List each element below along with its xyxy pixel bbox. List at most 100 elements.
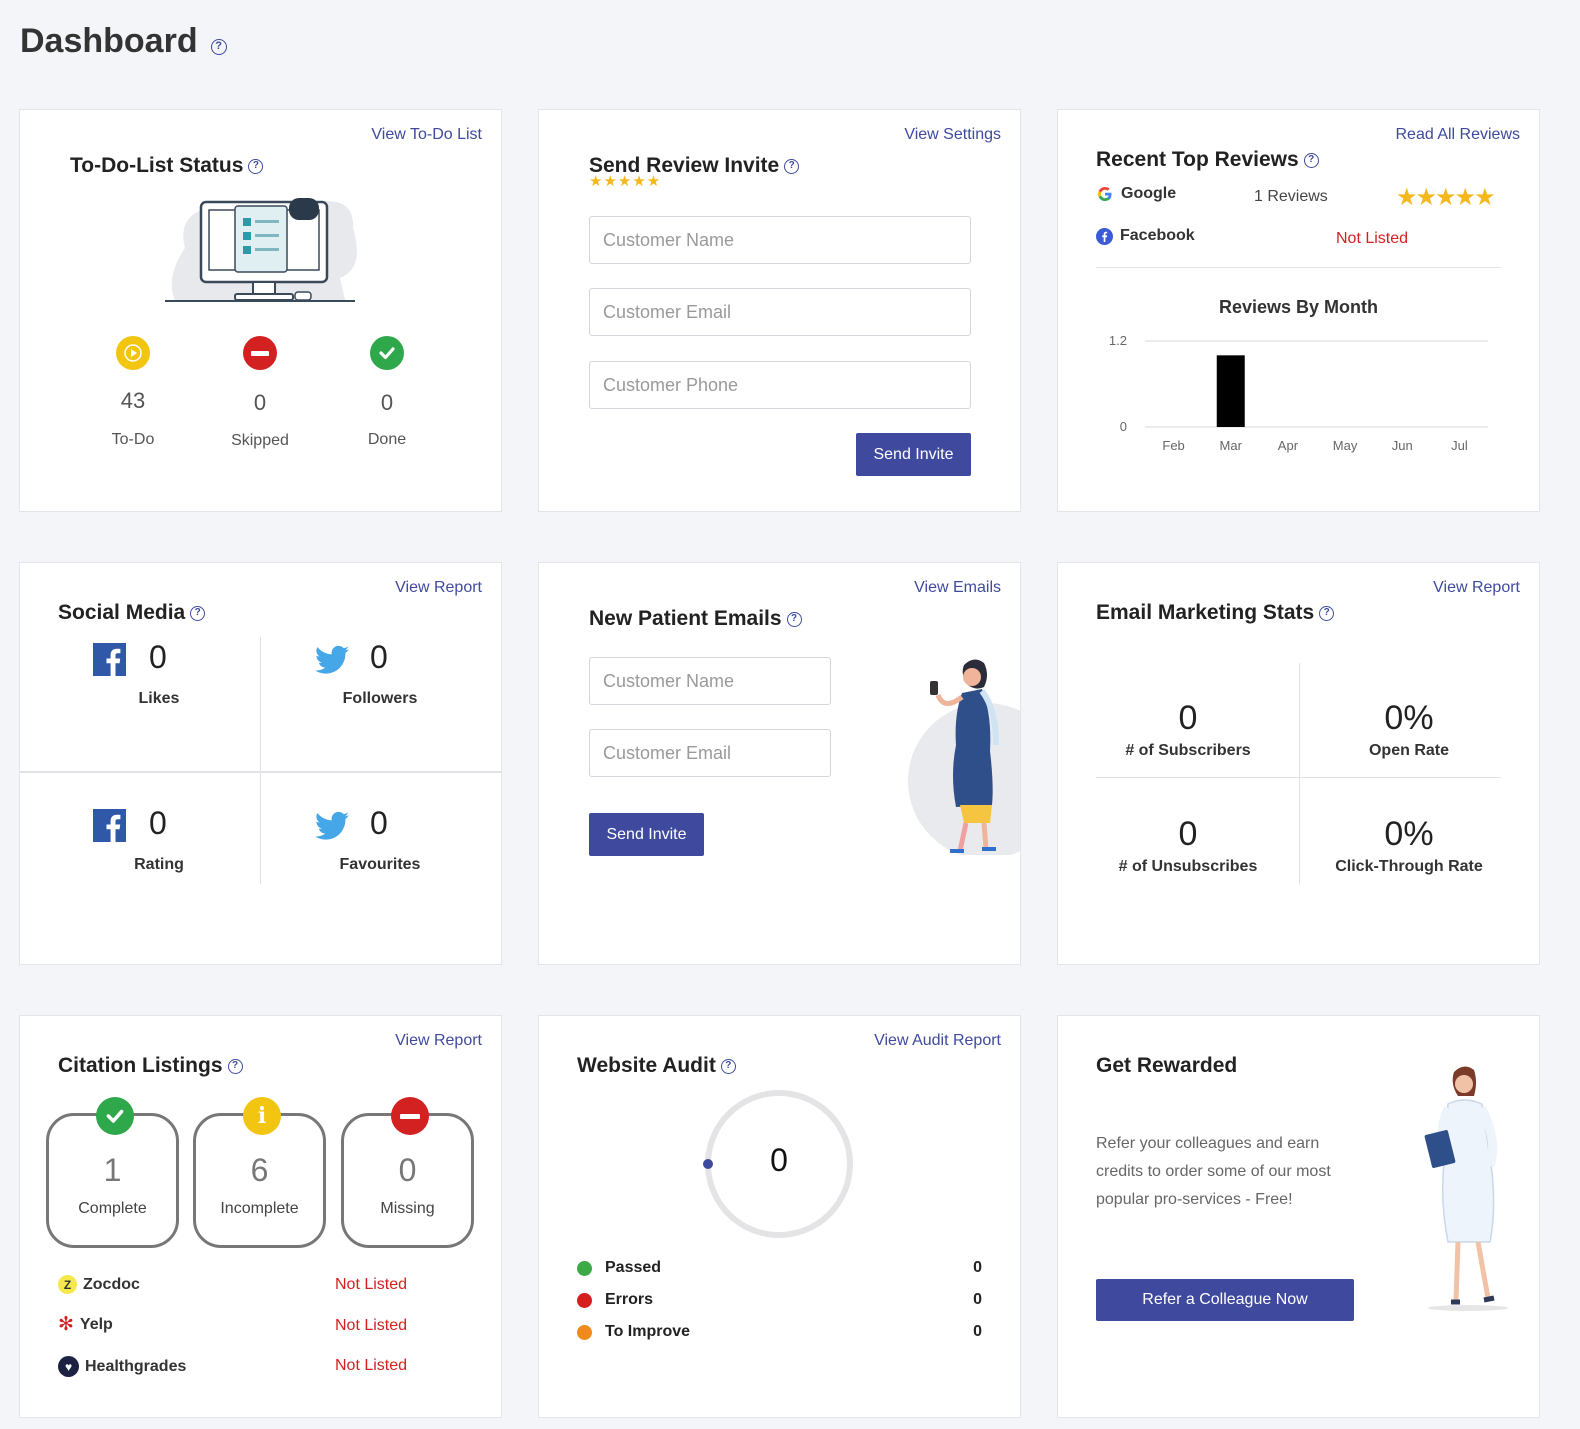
read-all-reviews-link[interactable]: Read All Reviews <box>1395 126 1521 143</box>
top-reviews-card: Read All Reviews Recent Top Reviews ? Go… <box>1057 109 1540 512</box>
citation-listings-card: View Report Citation Listings ? 1 Comple… <box>19 1015 502 1418</box>
chart-y-tick-label: 1.2 <box>1109 333 1127 348</box>
chart-y-tick-label: 0 <box>1120 419 1127 434</box>
customer-name-input[interactable] <box>589 216 971 264</box>
skipped-label: Skipped <box>231 432 289 449</box>
todo-card: View To-Do List To-Do-List Status ? 43 0… <box>19 109 502 512</box>
chart-bar <box>1216 355 1245 427</box>
customer-email-input[interactable] <box>589 288 971 336</box>
chart-x-tick-label: May <box>1333 438 1358 453</box>
complete-box[interactable]: 1 Complete <box>46 1097 179 1248</box>
help-icon[interactable]: ? <box>227 1058 243 1074</box>
view-report-link[interactable]: View Report <box>1433 579 1520 596</box>
listing-healthgrades: ♥ Healthgrades <box>58 1356 186 1377</box>
twitter-icon <box>315 811 349 840</box>
audit-row-errors: Errors 0 <box>577 1291 982 1309</box>
citations-title: Citation Listings ? <box>58 1054 243 1078</box>
audit-row-value: 0 <box>973 1323 982 1340</box>
view-emails-link[interactable]: View Emails <box>914 579 1001 596</box>
send-invite-button[interactable]: Send Invite <box>589 813 704 856</box>
help-icon[interactable]: ? <box>1319 605 1335 621</box>
incomplete-count: 6 <box>250 1152 269 1188</box>
review-invite-title: Send Review Invite ? <box>589 154 800 178</box>
help-icon[interactable]: ? <box>720 1058 736 1074</box>
rewarded-line: Refer your colleagues and earn <box>1096 1135 1320 1152</box>
todo-label: To-Do <box>111 431 155 448</box>
check-circle-icon <box>96 1097 134 1135</box>
view-audit-report-link[interactable]: View Audit Report <box>874 1032 1001 1049</box>
view-report-link[interactable]: View Report <box>395 579 482 596</box>
click-through-value: 0% <box>1384 815 1434 853</box>
customer-phone-input[interactable] <box>589 361 971 409</box>
listing-status: Not Listed <box>335 1357 408 1374</box>
incomplete-box[interactable]: i 6 Incomplete <box>193 1097 326 1248</box>
facebook-status: Not Listed <box>1336 230 1409 247</box>
send-invite-button[interactable]: Send Invite <box>856 433 971 476</box>
minus-circle-icon <box>243 336 277 370</box>
chart-x-tick-label: Jul <box>1451 438 1468 453</box>
google-icon <box>1098 187 1112 201</box>
grid-divider-vertical <box>260 637 261 884</box>
healthgrades-icon: ♥ <box>58 1356 79 1377</box>
view-todo-list-link[interactable]: View To-Do List <box>371 126 482 143</box>
listing-yelp: ✻ Yelp <box>58 1315 113 1334</box>
audit-row-value: 0 <box>973 1291 982 1308</box>
chart-x-tick-label: Apr <box>1278 438 1299 453</box>
google-review-count: 1 Reviews <box>1254 188 1328 205</box>
website-audit-card: View Audit Report Website Audit ? 0 Pass… <box>538 1015 1021 1418</box>
rewarded-line: popular pro-services - Free! <box>1096 1191 1293 1208</box>
grid-divider-horizontal <box>1096 777 1501 778</box>
zocdoc-icon: Z <box>58 1275 77 1294</box>
customer-email-input[interactable] <box>589 729 831 777</box>
rewarded-title: Get Rewarded <box>1096 1054 1238 1077</box>
favourites-count: 0 <box>370 805 388 841</box>
help-icon[interactable]: ? <box>190 605 206 621</box>
missing-box[interactable]: 0 Missing <box>341 1097 474 1248</box>
complete-label: Complete <box>78 1200 147 1217</box>
orange-dot-icon <box>577 1324 592 1340</box>
audit-title-text: Website Audit <box>577 1054 716 1077</box>
audit-score: 0 <box>770 1142 788 1178</box>
view-report-link[interactable]: View Report <box>395 1032 482 1049</box>
skipped-count: 0 <box>253 390 267 415</box>
facebook-label: Facebook <box>1120 227 1195 244</box>
followers-label: Followers <box>342 690 418 707</box>
citations-title-text: Citation Listings <box>58 1054 223 1077</box>
missing-count: 0 <box>398 1152 417 1188</box>
grid-divider-horizontal <box>20 771 501 773</box>
top-reviews-title: Recent Top Reviews ? <box>1096 148 1319 172</box>
patient-emails-card: View Emails New Patient Emails ? Send In… <box>538 562 1021 965</box>
play-icon <box>116 336 150 370</box>
help-icon[interactable]: ? <box>784 158 800 174</box>
help-icon[interactable]: ? <box>1303 152 1319 168</box>
customer-name-input[interactable] <box>589 657 831 705</box>
done-label: Done <box>367 431 407 448</box>
green-dot-icon <box>577 1260 592 1276</box>
incomplete-label: Incomplete <box>220 1200 299 1217</box>
chart-x-tick-label: Feb <box>1162 438 1184 453</box>
help-icon[interactable]: ? <box>786 611 802 627</box>
listing-zocdoc: Z Zocdoc <box>58 1275 140 1294</box>
unsubscribes-label: # of Unsubscribes <box>1118 858 1258 875</box>
view-settings-link[interactable]: View Settings <box>904 126 1001 143</box>
facebook-icon <box>93 809 126 842</box>
facebook-icon <box>93 643 126 676</box>
missing-label: Missing <box>380 1200 435 1217</box>
subscribers-label: # of Subscribers <box>1125 742 1251 759</box>
facebook-row: Facebook <box>1096 227 1195 245</box>
rewarded-line: credits to order some of our most <box>1096 1163 1331 1180</box>
reviews-by-month-chart: 1.2 0 Feb Mar Apr May Jun Jul <box>1109 333 1488 453</box>
help-icon[interactable]: ? <box>210 38 227 55</box>
email-stats-card: View Report Email Marketing Stats ? 0 # … <box>1057 562 1540 965</box>
unsubscribes-count: 0 <box>1178 815 1198 853</box>
check-circle-icon <box>370 336 404 370</box>
rating-label: Rating <box>134 856 184 873</box>
likes-label: Likes <box>138 690 180 707</box>
audit-title: Website Audit ? <box>577 1054 736 1078</box>
help-icon[interactable]: ? <box>248 158 264 174</box>
listing-name-label: Zocdoc <box>83 1275 140 1293</box>
audit-score-gauge <box>703 1090 853 1238</box>
minus-circle-icon <box>391 1097 429 1135</box>
refer-colleague-button[interactable]: Refer a Colleague Now <box>1096 1279 1354 1321</box>
audit-row-passed: Passed 0 <box>577 1259 982 1277</box>
